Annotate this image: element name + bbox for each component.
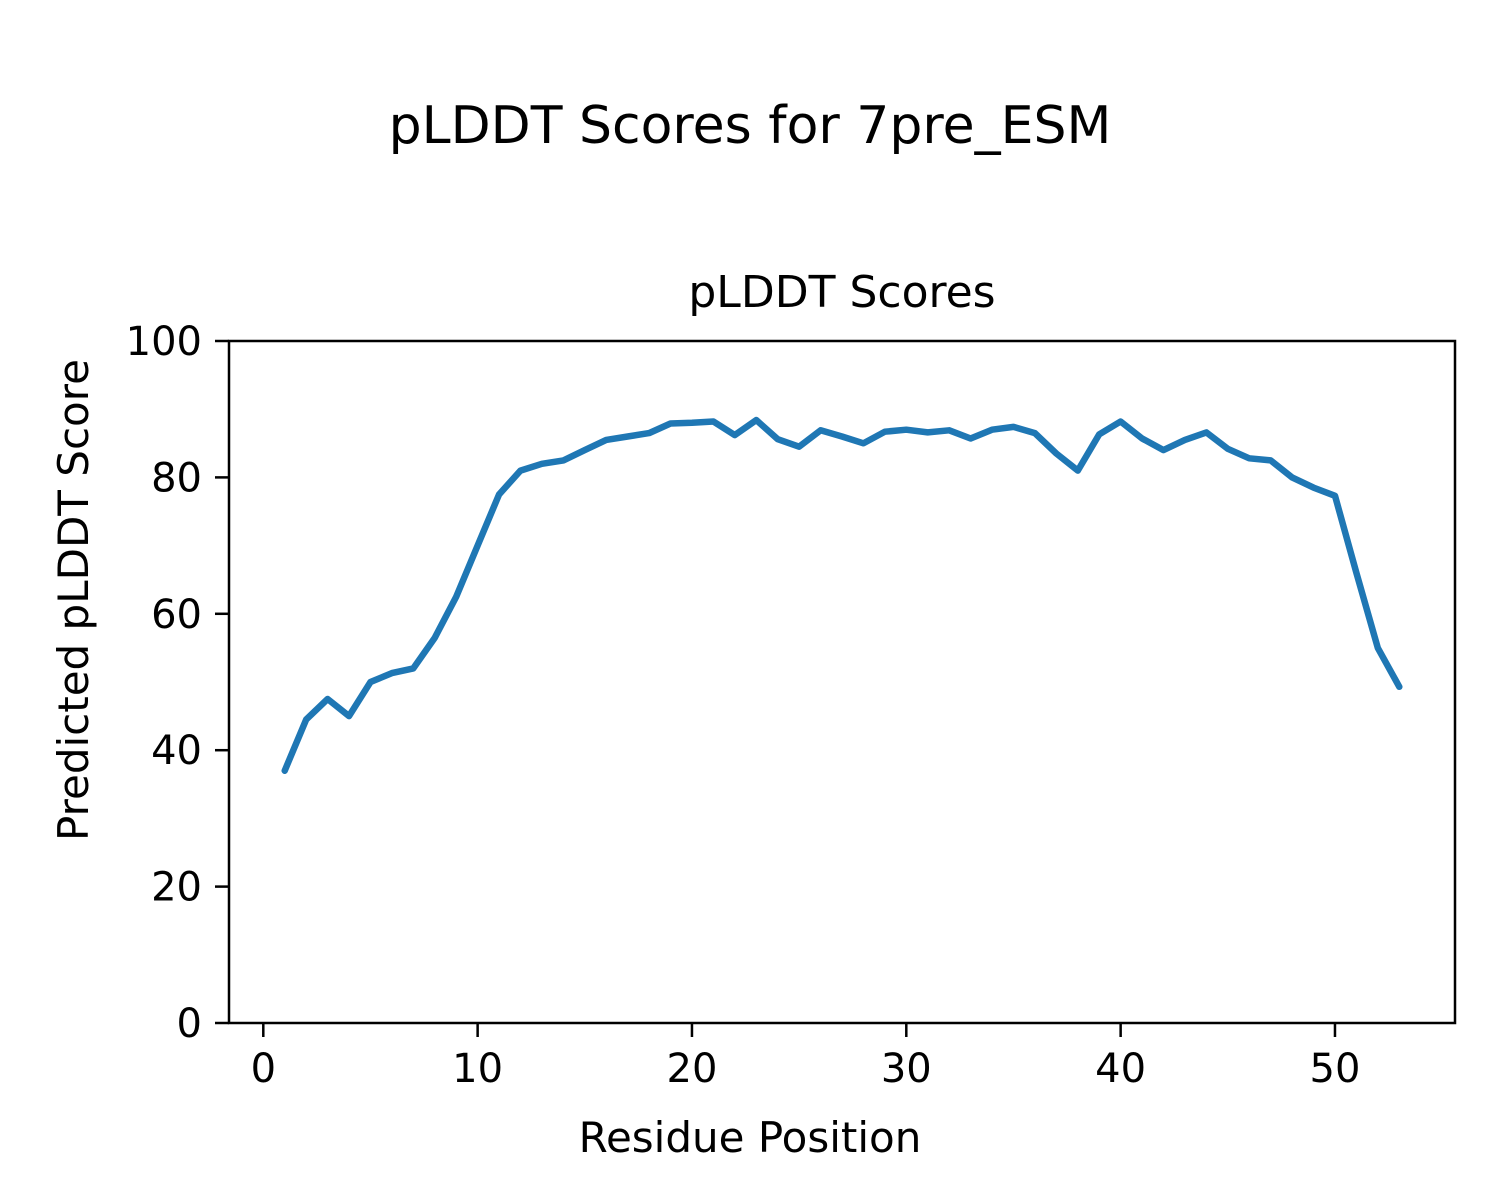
x-tick-label: 40: [1095, 1046, 1146, 1092]
axes-frame: [227, 339, 1457, 1025]
axes-title: pLDDT Scores: [688, 267, 995, 318]
y-axis-ticks: 0 20 40 60 80 100: [126, 319, 229, 1047]
plddt-line: [281, 416, 1403, 774]
x-axis-label: Residue Position: [579, 1113, 922, 1162]
x-tick-label: 0: [251, 1046, 276, 1092]
y-tick-label: 80: [151, 455, 202, 501]
y-tick-label: 60: [151, 592, 202, 638]
x-tick-label: 30: [881, 1046, 932, 1092]
x-tick-label: 20: [667, 1046, 718, 1092]
y-tick-label: 0: [177, 1001, 202, 1047]
x-axis-ticks: 0 10 20 30 40 50: [251, 1023, 1361, 1092]
y-tick-label: 20: [151, 865, 202, 911]
x-tick-label: 10: [452, 1046, 503, 1092]
y-axis-label: Predicted pLDDT Score: [49, 359, 98, 841]
y-tick-label: 100: [126, 319, 202, 365]
figure-suptitle: pLDDT Scores for 7pre_ESM: [389, 96, 1112, 156]
y-tick-label: 40: [151, 728, 202, 774]
x-tick-label: 50: [1310, 1046, 1361, 1092]
